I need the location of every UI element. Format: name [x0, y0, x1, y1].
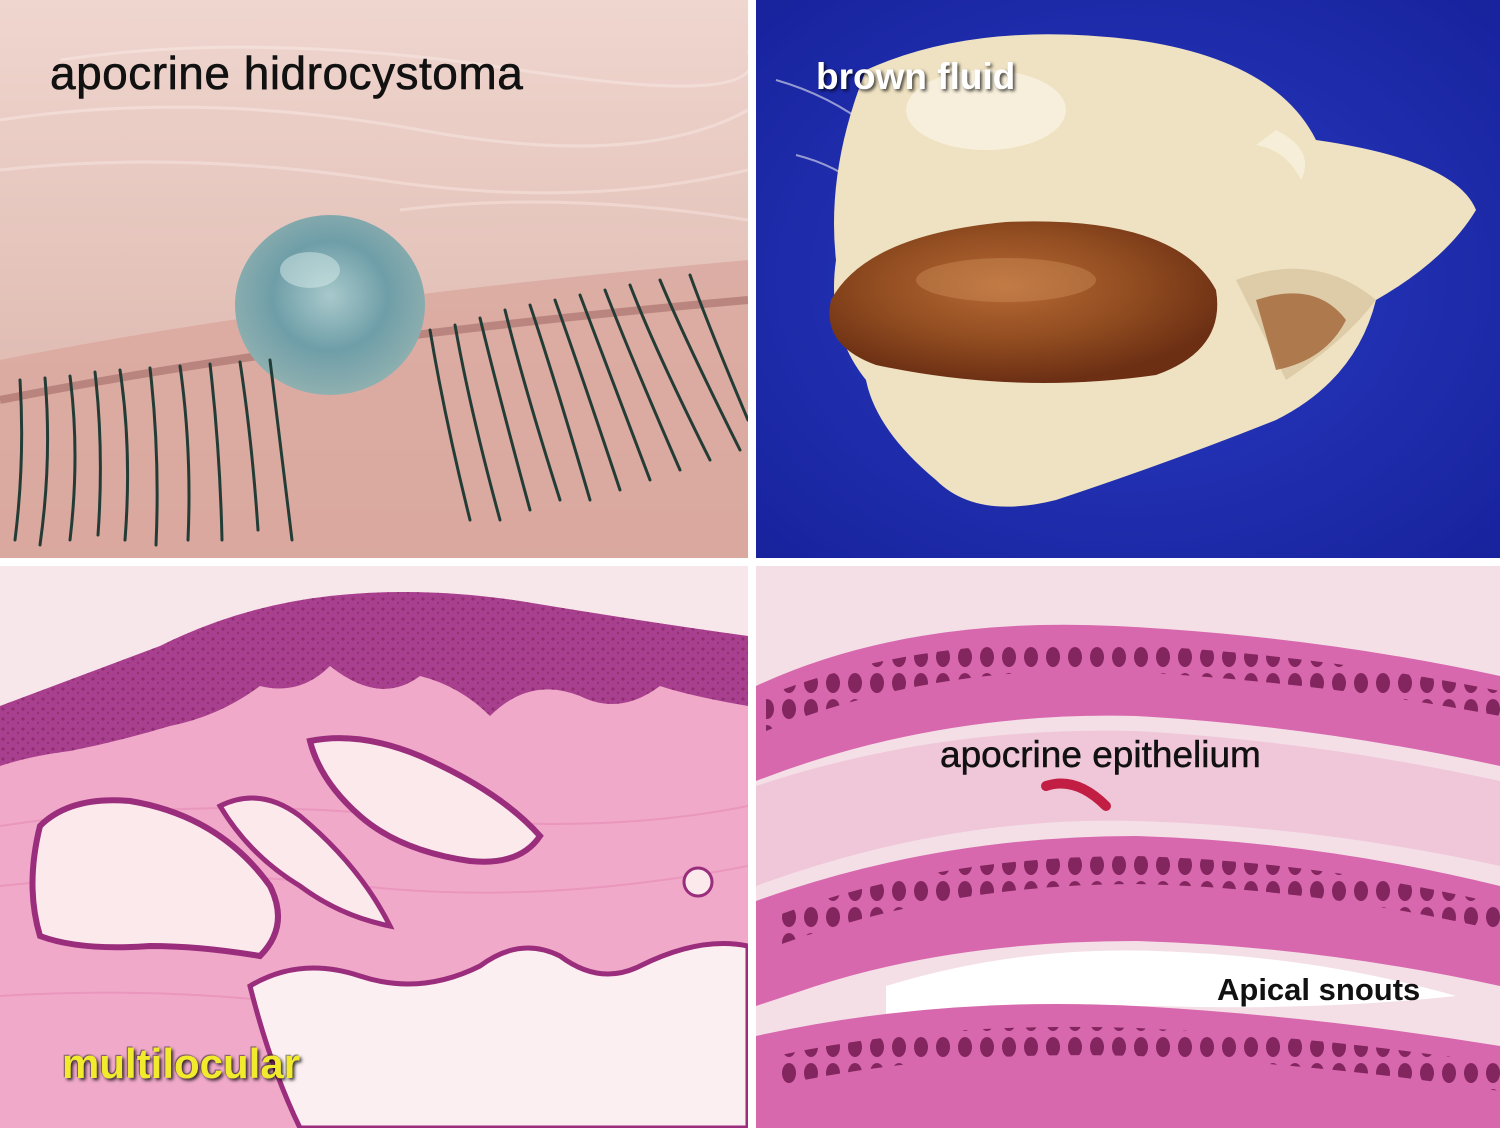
- panel-label-brown-fluid: brown fluid: [816, 56, 1016, 97]
- multilocular-histology-illustration: [0, 566, 748, 1128]
- panel-label-apocrine-hidrocystoma: apocrine hidrocystoma: [50, 47, 524, 100]
- eyelid-clinical-photo: apocrine hidrocystoma: [0, 0, 748, 558]
- specimen-illustration: [756, 0, 1500, 558]
- cyst-locule-3: [247, 941, 748, 1128]
- panel-label-multilocular: multilocular: [62, 1040, 301, 1087]
- excised-specimen-photo: brown fluid: [756, 0, 1500, 558]
- apocrine-epithelium-illustration: [756, 566, 1500, 1128]
- panel-label-apical-snouts: Apical snouts: [1217, 972, 1421, 1007]
- panel-label-apocrine-epithelium: apocrine epithelium: [940, 734, 1261, 776]
- eyelashes: [13, 273, 748, 547]
- cyst-lesion: [235, 215, 425, 395]
- eyelid-illustration: [0, 0, 748, 558]
- brown-fluid: [829, 221, 1218, 383]
- high-power-histology: apocrine epithelium Apical snouts: [756, 566, 1500, 1128]
- low-power-histology: multilocular: [0, 566, 748, 1128]
- cyst-locule-1: [29, 797, 281, 960]
- cyst-locule-2: [306, 735, 544, 865]
